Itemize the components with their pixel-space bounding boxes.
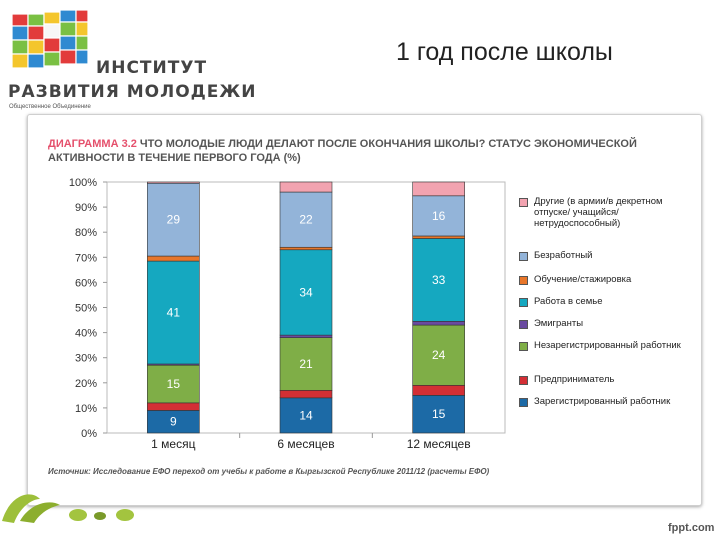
data-label: 9 (170, 415, 177, 429)
bar-segment (147, 402, 200, 411)
legend-item: Другие (в армии/в декретном отпуске/ уча… (534, 196, 663, 229)
x-tick-label: 1 месяц (151, 437, 195, 451)
legend-item: Зарегистрированный работник (534, 396, 671, 407)
legend-item: Предприниматель (534, 374, 615, 385)
data-label: 29 (167, 213, 181, 227)
y-tick-label: 90% (75, 202, 97, 214)
legend-item: Безработный (534, 250, 593, 261)
legend-swatch (519, 298, 528, 307)
data-label: 24 (432, 348, 446, 362)
org-name-line1: ИНСТИТУТ (96, 58, 208, 78)
bar-segment (147, 182, 200, 257)
y-tick-label: 50% (75, 303, 97, 315)
legend-swatch (519, 320, 528, 329)
bar-segment (279, 337, 333, 391)
legend-item: Эмигранты (534, 318, 584, 329)
bar-segment (147, 364, 200, 404)
bottom-decoration (2, 494, 134, 523)
chart-panel (27, 114, 702, 506)
chart-title: ДИАГРАММА 3.2 ЧТО МОЛОДЫЕ ЛЮДИ ДЕЛАЮТ ПО… (48, 137, 648, 165)
data-label: 33 (432, 273, 446, 287)
x-tick-label: 6 месяцев (277, 437, 334, 451)
x-tick-label: 12 месяцев (407, 437, 471, 451)
bar-segment (279, 181, 333, 193)
legend-item: Обучение/стажировка (534, 274, 632, 285)
bar-segment (412, 235, 465, 239)
institute-logo-cube (11, 9, 89, 69)
y-tick-label: 40% (75, 328, 97, 340)
bar-segment (412, 181, 465, 197)
legend-swatch (519, 398, 528, 407)
y-tick-label: 30% (75, 353, 97, 365)
slide-title: 1 год после школы (396, 38, 613, 66)
y-tick-label: 70% (75, 252, 97, 264)
org-name-line2: РАЗВИТИЯ МОЛОДЕЖИ (8, 82, 257, 102)
bar-segment (279, 390, 333, 399)
footer-brand: fppt.com (668, 522, 715, 534)
chart-title-text: ЧТО МОЛОДЫЕ ЛЮДИ ДЕЛАЮТ ПОСЛЕ ОКОНЧАНИЯ … (48, 138, 637, 164)
data-label: 34 (299, 285, 313, 299)
legend-swatch (519, 376, 528, 385)
legend-swatch (519, 342, 528, 351)
bar-segment (279, 397, 333, 434)
bar-segment (279, 334, 333, 338)
org-subtitle: Общественное Объединение (9, 104, 91, 110)
chart-number: ДИАГРАММА 3.2 (48, 138, 137, 150)
y-tick-label: 100% (69, 177, 97, 189)
y-tick-label: 0% (81, 428, 97, 440)
bar-segment (279, 249, 333, 336)
bar-segment (279, 246, 333, 251)
bar-segment (412, 324, 465, 386)
legend-item: Работа в семье (534, 296, 603, 307)
data-label: 15 (432, 407, 446, 421)
bar-segment (412, 321, 465, 326)
y-tick-label: 80% (75, 227, 97, 239)
chart-source: Источник: Исследование ЕФО переход от уч… (48, 467, 490, 476)
bar-segment (147, 181, 200, 184)
bar-segment (279, 191, 333, 248)
data-label: 15 (167, 377, 181, 391)
legend-swatch (519, 252, 528, 261)
data-label: 14 (299, 408, 313, 422)
y-tick-label: 10% (75, 403, 97, 415)
legend-swatch (519, 198, 528, 207)
bar-segment (147, 255, 200, 262)
y-tick-label: 20% (75, 378, 97, 390)
y-tick-label: 60% (75, 277, 97, 289)
legend-swatch (519, 276, 528, 285)
data-label: 41 (167, 306, 181, 320)
legend-item: Незарегистрированный работник (534, 340, 681, 351)
data-label: 16 (432, 209, 446, 223)
data-label: 21 (299, 357, 313, 371)
data-label: 22 (299, 213, 313, 227)
bar-segment (412, 385, 465, 396)
